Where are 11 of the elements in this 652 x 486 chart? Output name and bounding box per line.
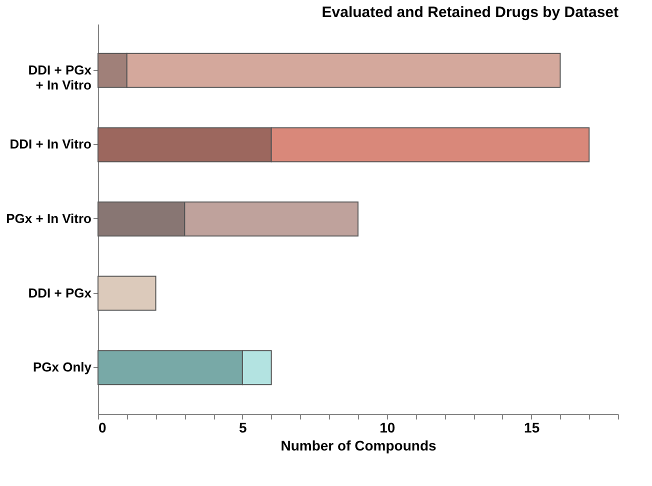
chart-title: Evaluated and Retained Drugs by Dataset bbox=[322, 4, 619, 21]
x-tick-label: 15 bbox=[524, 420, 540, 436]
x-tick-label: 5 bbox=[239, 420, 248, 436]
x-tick-label: 10 bbox=[380, 420, 396, 436]
y-tick-label: DDI + In Vitro bbox=[10, 136, 92, 152]
y-tick-label: PGx + In Vitro bbox=[6, 211, 92, 226]
y-tick-label: DDI + PGx bbox=[28, 285, 92, 300]
x-axis-title: Number of Compounds bbox=[280, 438, 436, 454]
y-tick-label: PGx Only bbox=[32, 360, 92, 375]
y-tick-label: DDI + PGx + In Vitro bbox=[28, 62, 92, 92]
x-tick-label: 0 bbox=[98, 420, 106, 436]
